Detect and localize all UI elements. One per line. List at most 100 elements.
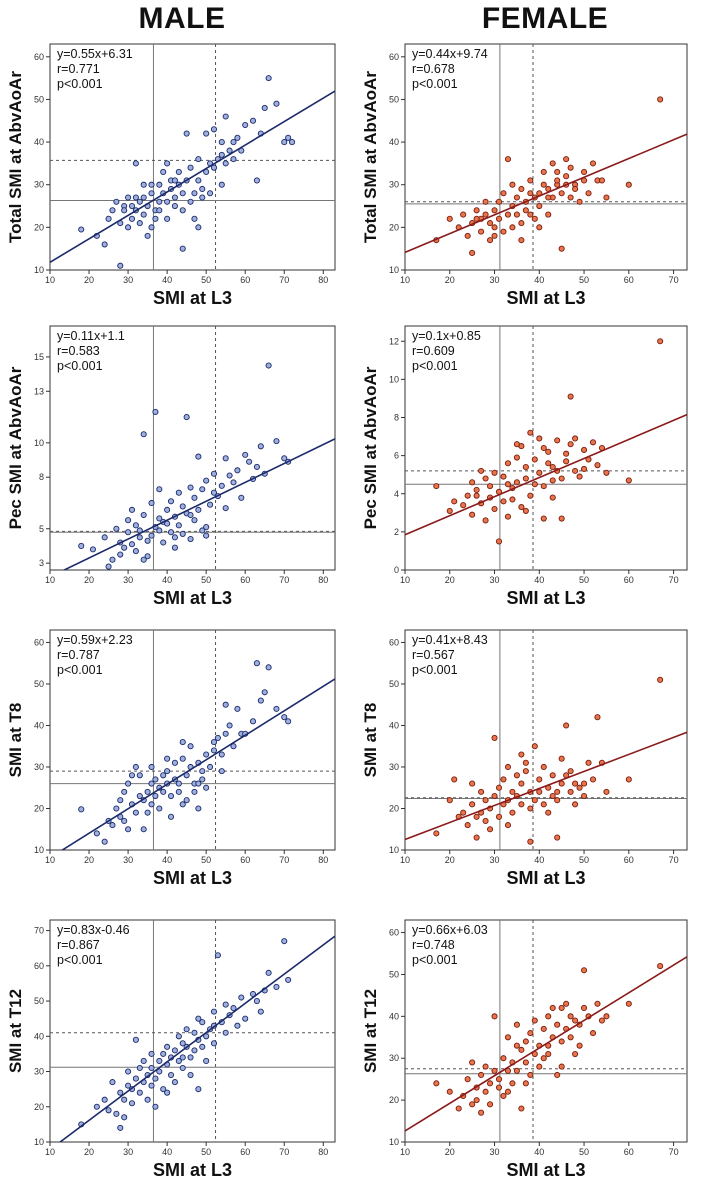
- stats-annotation: r=0.583: [57, 344, 100, 358]
- data-point: [125, 780, 132, 787]
- y-tick-label: 30: [34, 762, 44, 772]
- data-point: [486, 1080, 494, 1087]
- data-point: [495, 198, 503, 205]
- data-point: [160, 772, 167, 779]
- regression-line: [405, 731, 687, 841]
- plot-area: [50, 44, 335, 270]
- plot-frame: [49, 919, 336, 1143]
- data-point: [549, 494, 556, 501]
- data-point: [464, 1076, 471, 1083]
- data-point: [207, 501, 214, 508]
- data-point: [121, 1096, 128, 1103]
- data-point: [101, 838, 108, 845]
- data-point: [179, 190, 186, 197]
- data-point: [478, 467, 485, 474]
- x-tick-label: 70: [669, 1147, 679, 1157]
- stats-annotation: r=0.771: [57, 62, 100, 76]
- x-tick-label: 50: [201, 575, 211, 585]
- data-point: [187, 1071, 194, 1079]
- plot-area: [50, 326, 335, 570]
- data-point: [218, 181, 225, 188]
- x-tick-label: 70: [279, 275, 289, 285]
- data-point: [105, 1107, 112, 1114]
- data-point: [572, 185, 579, 193]
- data-point: [527, 211, 534, 218]
- plot-area: [50, 630, 335, 850]
- data-point: [121, 1114, 128, 1121]
- stats-annotation: y=0.41x+8.43: [412, 633, 488, 647]
- data-point: [491, 1013, 498, 1020]
- x-tick-label: 10: [400, 1147, 410, 1157]
- data-point: [446, 507, 453, 514]
- plot-area: [405, 44, 687, 270]
- data-point: [563, 458, 570, 465]
- data-point: [78, 806, 85, 813]
- data-point: [657, 676, 664, 683]
- data-point: [491, 1067, 498, 1074]
- data-point: [657, 963, 664, 970]
- data-point: [478, 788, 485, 795]
- data-point: [540, 181, 547, 188]
- data-point: [128, 215, 136, 222]
- data-point: [482, 198, 489, 205]
- data-point: [117, 1089, 124, 1096]
- data-point: [281, 938, 288, 945]
- data-point: [132, 522, 139, 529]
- data-point: [536, 469, 543, 476]
- data-point: [222, 160, 229, 167]
- data-point: [554, 1021, 561, 1028]
- data-point: [265, 362, 272, 369]
- data-point: [175, 780, 182, 787]
- data-point: [273, 705, 280, 712]
- regression-line: [405, 413, 687, 536]
- x-axis-label: SMI at L3: [153, 1160, 232, 1180]
- data-point: [580, 168, 588, 175]
- stats-annotation: p<0.001: [412, 663, 458, 677]
- stats-annotation: y=0.59x+2.23: [57, 633, 133, 647]
- data-point: [195, 805, 202, 812]
- data-point: [195, 780, 202, 787]
- x-tick-label: 10: [400, 855, 410, 865]
- data-point: [576, 1042, 583, 1049]
- data-point: [518, 801, 525, 808]
- data-point: [230, 139, 237, 146]
- data-point: [203, 1057, 210, 1065]
- data-point: [226, 722, 233, 729]
- data-point: [567, 164, 574, 171]
- data-point: [558, 1004, 565, 1012]
- x-tick-label: 30: [490, 855, 500, 865]
- plot-frame: [49, 43, 336, 271]
- data-point: [199, 486, 206, 493]
- y-tick-label: 40: [389, 1011, 399, 1021]
- data-point: [171, 1047, 178, 1054]
- data-point: [625, 181, 632, 188]
- data-point: [433, 483, 440, 490]
- data-point: [125, 529, 132, 536]
- data-point: [234, 134, 241, 141]
- y-tick-label: 20: [34, 222, 44, 232]
- y-tick-label: 6: [394, 451, 399, 461]
- data-point: [518, 237, 525, 244]
- x-tick-label: 60: [240, 575, 250, 585]
- stats-annotation: y=0.83x-0.46: [57, 923, 130, 937]
- data-point: [105, 563, 112, 570]
- y-tick-label: 3: [39, 558, 44, 568]
- data-point: [222, 701, 229, 708]
- data-point: [518, 780, 525, 787]
- data-point: [199, 1019, 206, 1026]
- y-tick-label: 50: [389, 969, 399, 979]
- x-tick-label: 10: [45, 575, 55, 585]
- data-point: [222, 1029, 229, 1036]
- y-axis-label: Pec SMI at AbvAoAr: [361, 366, 380, 529]
- y-tick-label: 30: [389, 762, 399, 772]
- data-point: [242, 121, 249, 129]
- regression-line: [405, 956, 687, 1132]
- y-tick-label: 50: [34, 94, 44, 104]
- male-column-header: MALE: [138, 2, 226, 35]
- chart-panel-8: 10 20 30 40 50 60 70 10 20 30 40 50 60 y=0.66x+6.03r=…: [361, 919, 688, 1180]
- data-point: [482, 211, 489, 218]
- data-point: [222, 113, 229, 120]
- y-tick-label: 5: [39, 524, 44, 534]
- data-point: [167, 792, 175, 800]
- data-point: [152, 1103, 159, 1110]
